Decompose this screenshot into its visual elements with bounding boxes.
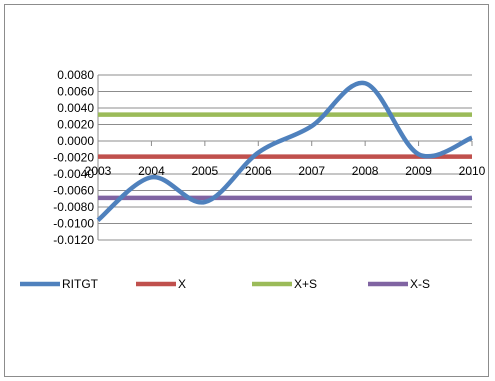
x-tick-label: 2010: [459, 164, 486, 178]
x-axis-tick-labels: 2003 2004 2005 2006 2007 2008 2009 2010: [85, 164, 486, 178]
y-tick-label: 0.0020: [57, 118, 94, 132]
x-tick-label: 2008: [352, 164, 379, 178]
legend-label: RITGT: [62, 277, 99, 291]
y-tick-label: -0.0120: [53, 233, 94, 247]
y-tick-label: 0.0080: [57, 68, 94, 82]
legend-label: X-S: [410, 277, 430, 291]
y-axis-tick-labels: 0.0080 0.0060 0.0040 0.0020 0.0000 -0.0020 -0.…: [53, 68, 94, 247]
legend-label: X+S: [294, 277, 317, 291]
y-tick-label: -0.0080: [53, 200, 94, 214]
y-tick-label: -0.0060: [53, 184, 94, 198]
x-tick-label: 2009: [405, 164, 432, 178]
y-tick-label: 0.0000: [57, 134, 94, 148]
series-line-ritgt: [96, 80, 473, 222]
x-tick-label: 2004: [138, 164, 165, 178]
x-tick-label: 2007: [298, 164, 325, 178]
y-tick-label: 0.0060: [57, 85, 94, 99]
x-tick-label: 2003: [85, 164, 112, 178]
legend-label: X: [178, 277, 186, 291]
y-tick-label: -0.0040: [53, 167, 94, 181]
y-tick-label: 0.0040: [57, 101, 94, 115]
x-tick-label: 2006: [245, 164, 272, 178]
y-tick-label: -0.0020: [53, 151, 94, 165]
x-tick-label: 2005: [192, 164, 219, 178]
series-lines: [96, 80, 473, 222]
legend: RITGT X X+S X-S: [20, 277, 430, 291]
y-tick-label: -0.0100: [53, 217, 94, 231]
